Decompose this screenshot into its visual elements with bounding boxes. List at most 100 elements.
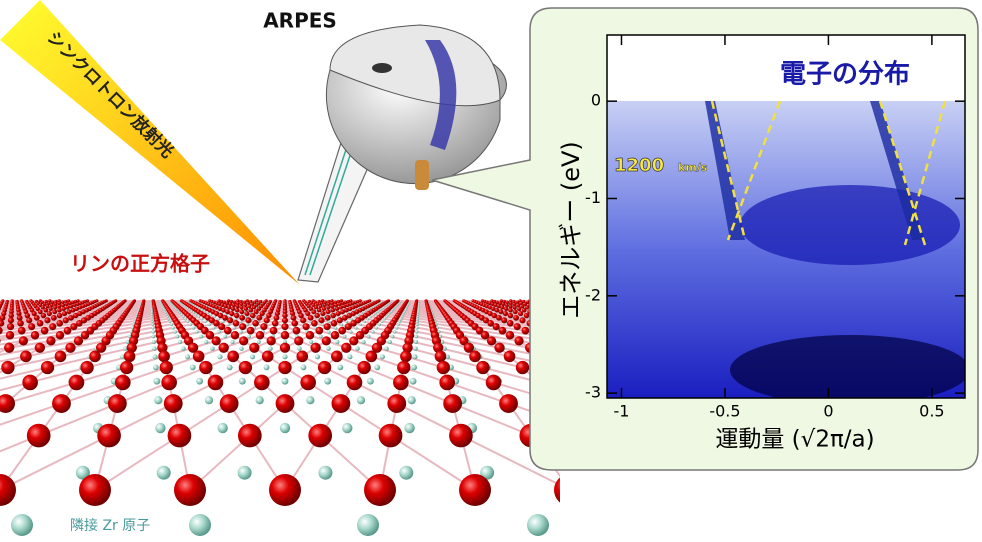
zr-atom xyxy=(391,310,393,312)
p-atom xyxy=(331,308,336,313)
zr-atom xyxy=(168,318,171,321)
p-atom xyxy=(505,303,509,307)
p-atom xyxy=(7,323,14,330)
zr-atom xyxy=(233,326,236,329)
zr-atom xyxy=(151,323,154,326)
zr-atom xyxy=(362,340,366,344)
p-atom xyxy=(239,361,252,374)
p-atom xyxy=(247,327,255,335)
zr-atom xyxy=(152,346,157,351)
zr-atom xyxy=(335,340,339,344)
zr-atom xyxy=(185,354,190,359)
p-atom xyxy=(50,303,54,307)
p-atom xyxy=(61,303,65,307)
zr-atom xyxy=(381,301,382,302)
p-atom xyxy=(249,343,259,353)
zr-atom xyxy=(374,364,380,370)
p-atom xyxy=(476,361,489,374)
p-atom xyxy=(300,375,316,391)
p-atom xyxy=(334,303,338,307)
p-atom xyxy=(507,320,514,327)
zr-atom xyxy=(361,312,363,314)
p-atom xyxy=(314,313,319,318)
p-atom xyxy=(274,315,280,321)
zr-atom xyxy=(193,304,195,306)
zr-atom xyxy=(180,314,182,316)
p-atom xyxy=(193,351,205,363)
p-atom xyxy=(331,320,338,327)
p-atom xyxy=(325,315,331,321)
zr-atom xyxy=(152,330,155,333)
p-atom xyxy=(400,351,412,363)
zr-atom xyxy=(417,316,419,318)
zr-atom xyxy=(354,316,356,318)
p-atom xyxy=(225,309,230,314)
p-atom xyxy=(291,315,297,321)
p-atom xyxy=(53,305,57,309)
zr-atom xyxy=(195,330,198,333)
zr-atom xyxy=(379,303,380,304)
p-atom xyxy=(303,323,310,330)
zr-atom xyxy=(195,314,197,316)
zr-atom xyxy=(151,326,154,329)
zr-atom xyxy=(377,304,379,306)
zr-atom xyxy=(152,340,156,344)
zr-atom xyxy=(199,308,201,310)
zr-atom xyxy=(223,335,227,339)
p-atom xyxy=(322,336,331,345)
zr-atom xyxy=(177,310,179,312)
zr-atom xyxy=(239,320,242,323)
p-atom xyxy=(296,351,308,363)
p-atom xyxy=(518,311,523,316)
p-atom xyxy=(514,323,521,330)
p-atom xyxy=(1,361,14,374)
zr-atom xyxy=(184,305,186,307)
p-atom xyxy=(341,343,351,353)
p-atom xyxy=(56,320,63,327)
zr-atom xyxy=(411,364,417,370)
p-atom xyxy=(22,375,38,391)
p-atom xyxy=(250,313,255,318)
p-atom xyxy=(249,308,254,313)
p-atom xyxy=(497,304,501,308)
zr-atom xyxy=(381,308,383,310)
zr-atom xyxy=(204,310,206,312)
p-atom xyxy=(160,361,173,374)
zr-atom xyxy=(182,316,184,318)
zr-atom xyxy=(343,335,347,339)
zr-atom xyxy=(187,308,189,310)
zr-atom xyxy=(416,326,419,329)
zr-atom xyxy=(397,323,400,326)
p-atom xyxy=(270,327,278,335)
p-atom xyxy=(293,327,301,335)
p-atom xyxy=(56,331,64,339)
p-atom xyxy=(31,331,39,339)
zr-atom xyxy=(217,318,220,321)
zr-atom xyxy=(387,314,389,316)
zr-atom xyxy=(210,346,215,351)
p-atom xyxy=(227,305,231,309)
p-atom xyxy=(51,315,57,321)
zr-atom xyxy=(379,309,381,311)
zr-atom xyxy=(190,364,196,370)
p-atom xyxy=(35,343,45,353)
p-atom xyxy=(208,375,224,391)
p-atom xyxy=(235,308,240,313)
zr-atom xyxy=(400,318,403,321)
zr-atom xyxy=(415,330,418,333)
zr-atom xyxy=(399,320,402,323)
p-atom xyxy=(71,308,76,313)
zr-atom xyxy=(268,346,273,351)
p-atom xyxy=(49,323,56,330)
p-atom xyxy=(224,327,232,335)
zr-atom xyxy=(386,304,388,306)
zr-atom xyxy=(170,323,173,326)
p-atom xyxy=(66,305,70,309)
p-atom xyxy=(331,313,336,318)
p-atom xyxy=(120,361,133,374)
p-atom xyxy=(62,307,66,311)
p-atom xyxy=(336,311,341,316)
zr-atom xyxy=(231,340,235,344)
p-atom xyxy=(310,343,320,353)
p-atom xyxy=(74,336,83,345)
